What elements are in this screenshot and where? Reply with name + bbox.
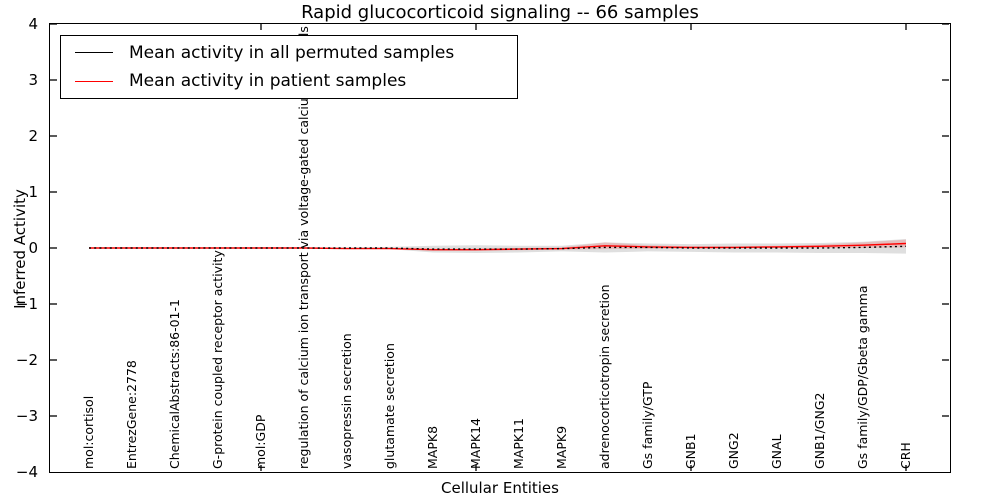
x-entity-label: MAPK9 bbox=[554, 425, 569, 469]
legend-box: Mean activity in all permuted samples Mea… bbox=[60, 35, 518, 99]
chart-title: Rapid glucocorticoid signaling -- 66 sam… bbox=[301, 2, 699, 23]
y-tick-label: −1 bbox=[15, 295, 38, 313]
x-entity-label: MAPK14 bbox=[468, 418, 483, 469]
x-entity-label: MAPK11 bbox=[511, 418, 526, 469]
x-entity-label: EntrezGene:2778 bbox=[124, 360, 139, 469]
x-entity-label: mol:GDP bbox=[253, 414, 268, 469]
y-tick-label: 4 bbox=[28, 15, 38, 33]
legend-item-label: Mean activity in all permuted samples bbox=[129, 42, 455, 63]
y-tick-label: 0 bbox=[28, 239, 38, 257]
y-tick-label: −2 bbox=[15, 351, 38, 369]
x-entity-label: Gs family/GTP bbox=[640, 381, 655, 469]
legend-line-sample bbox=[75, 52, 113, 54]
x-entity-label: GNG2 bbox=[726, 432, 741, 469]
x-entity-label: adrenocorticotropin secretion bbox=[597, 284, 612, 469]
x-entity-label: glutamate secretion bbox=[382, 343, 397, 469]
x-entity-label: Gs family/GDP/Gbeta gamma bbox=[855, 285, 870, 469]
x-entity-label: mol:cortisol bbox=[81, 395, 96, 469]
y-axis-tick-labels: 4 3 2 1 0 −1 −2 −3 −4 bbox=[0, 0, 44, 500]
y-tick-label: 1 bbox=[28, 183, 38, 201]
permuted-mean-line bbox=[89, 245, 907, 250]
x-entity-label: vasopressin secretion bbox=[339, 333, 354, 469]
x-entity-label: GNAL bbox=[769, 434, 784, 469]
plot-area: mol:cortisol EntrezGene:2778 ChemicalAbstr… bbox=[49, 23, 951, 473]
x-entity-label: MAPK8 bbox=[425, 425, 440, 469]
y-tick-label: 3 bbox=[28, 71, 38, 89]
axis-ticks bbox=[50, 24, 949, 471]
y-tick-label: −3 bbox=[15, 407, 38, 425]
y-tick-label: −4 bbox=[15, 463, 38, 481]
legend-item: Mean activity in all permuted samples bbox=[61, 39, 517, 67]
x-entity-label: G-protein coupled receptor activity bbox=[210, 250, 225, 469]
x-entity-label: ChemicalAbstracts:86-01-1 bbox=[167, 299, 182, 469]
chart-canvas bbox=[50, 24, 949, 471]
legend-line-sample bbox=[75, 80, 113, 82]
legend-item: Mean activity in patient samples bbox=[61, 67, 517, 95]
y-tick-label: 2 bbox=[28, 127, 38, 145]
x-entity-label: GNB1 bbox=[683, 433, 698, 469]
x-entity-label: GNB1/GNG2 bbox=[812, 392, 827, 469]
permuted-samples-range-band bbox=[89, 239, 906, 254]
x-axis-label: Cellular Entities bbox=[441, 479, 559, 497]
legend-item-label: Mean activity in patient samples bbox=[129, 71, 407, 92]
x-entity-label: CRH bbox=[898, 442, 913, 469]
